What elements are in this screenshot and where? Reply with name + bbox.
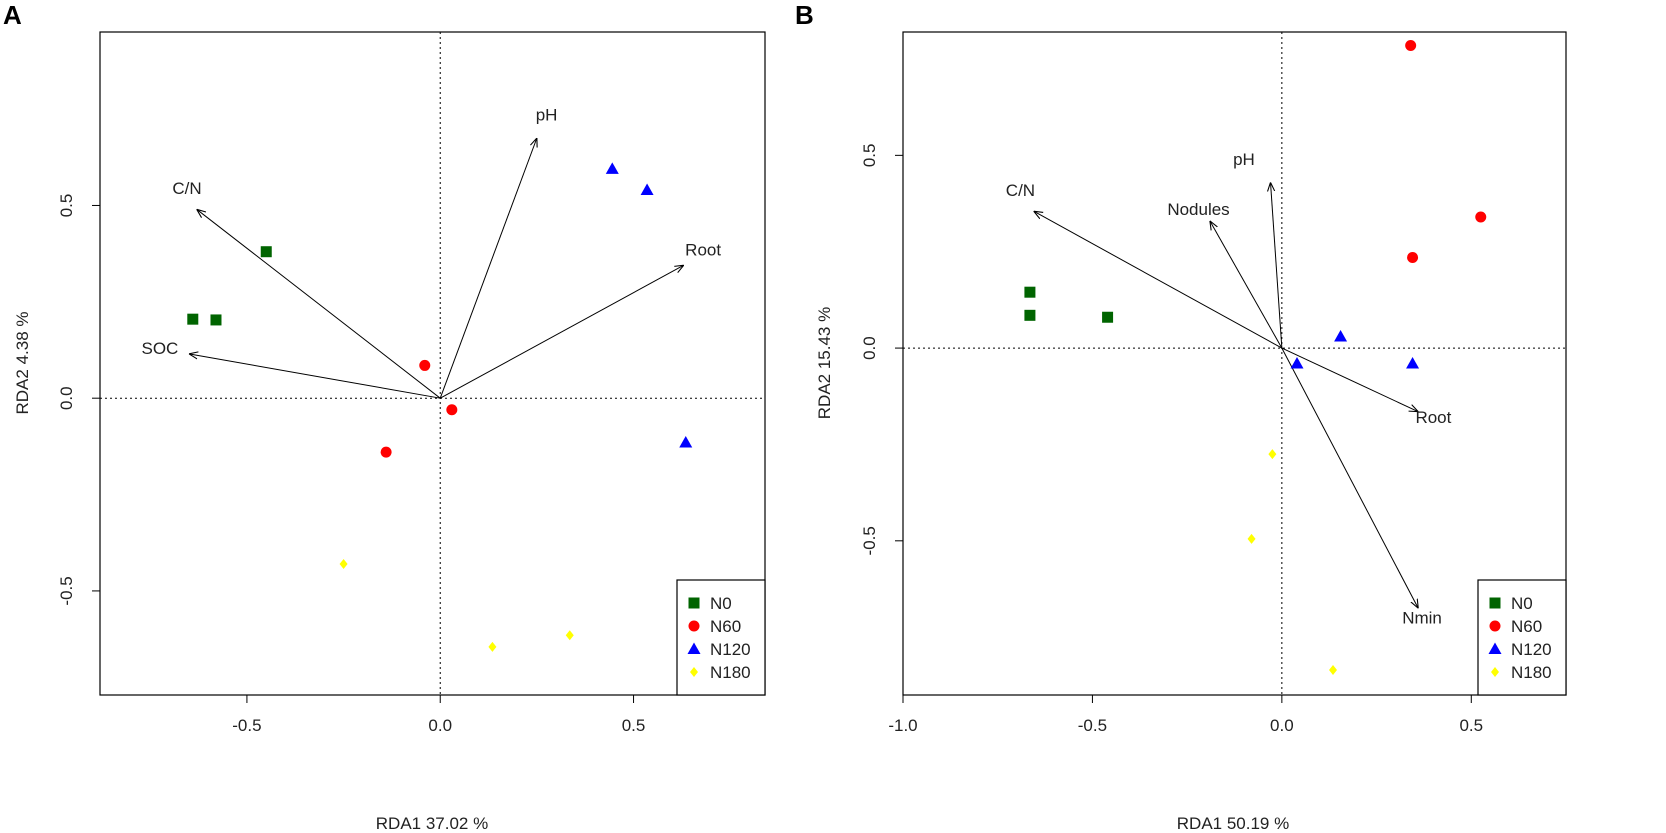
panel-b-arrow-label-ph: pH — [1233, 150, 1255, 169]
panel-a-arrow-c-n — [197, 209, 441, 399]
panel-b-arrow-label-nodules: Nodules — [1167, 200, 1229, 219]
panel-b-legend-symbol-n120 — [1488, 642, 1502, 654]
panel-a-y-tick-label: 0.5 — [57, 194, 76, 218]
panel-b-x-tick-label: 0.5 — [1459, 716, 1483, 735]
panel-b-point-n180 — [1268, 449, 1277, 460]
panel-a-x-tick-label: 0.0 — [428, 716, 452, 735]
panel-b-arrow-label-root: Root — [1415, 408, 1451, 427]
panel-a-legend-label-n60: N60 — [710, 617, 741, 636]
panel-a-point-n120 — [605, 162, 619, 174]
panel-b-point-n120 — [1290, 357, 1304, 369]
panel-a-x-tick-label: -0.5 — [232, 716, 261, 735]
panel-b-plot-frame — [902, 31, 1567, 696]
panel-b-legend-label-n180: N180 — [1511, 663, 1552, 682]
panel-b: B -1.0 -0.5 0.0 0.5 -0.5 0.0 0.5 RDA1 50.19 % RDA… — [795, 0, 1567, 833]
panel-b-point-n0 — [1024, 286, 1036, 298]
panel-b-arrow-ph — [1270, 182, 1283, 349]
panel-a-legend-label-n180: N180 — [710, 663, 751, 682]
panel-a-y-axis-title: RDA2 4.38 % — [13, 312, 32, 415]
panel-b-legend-label-n60: N60 — [1511, 617, 1542, 636]
panel-b-point-n60 — [1407, 251, 1419, 263]
panel-a-point-n180 — [565, 630, 574, 641]
panel-a-arrow-ph — [439, 138, 537, 399]
panel-a-point-n180 — [339, 558, 348, 569]
panel-b-y-tick-label: -0.5 — [860, 526, 879, 555]
panel-b-x-tick-label: -1.0 — [888, 716, 917, 735]
panel-b-label: B — [795, 0, 814, 30]
panel-a-point-n0 — [210, 314, 222, 326]
panel-a-plot-frame — [99, 31, 766, 696]
panel-a-arrow-label-soc: SOC — [142, 339, 179, 358]
panel-a-legend-symbol-n180 — [690, 667, 698, 677]
panel-a-point-n120 — [679, 436, 693, 448]
panel-b-arrow-label-c-n: C/N — [1006, 181, 1035, 200]
panel-a-label: A — [3, 0, 22, 30]
panel-a-y-tick-label: -0.5 — [57, 576, 76, 605]
panel-b-x-axis-title: RDA1 50.19 % — [1177, 814, 1289, 833]
panel-b-legend-frame — [1477, 579, 1567, 696]
panel-b-point-n60 — [1475, 211, 1487, 223]
panel-a-legend-label-n0: N0 — [710, 594, 732, 613]
panel-a-point-n0 — [260, 246, 272, 258]
panel-b-legend-symbol-n0 — [1489, 597, 1501, 609]
panel-b-point-n120 — [1406, 357, 1420, 369]
panel-a-legend-frame — [676, 579, 766, 696]
panel-a-arrow-soc — [189, 354, 441, 399]
panel-b-y-tick-label: 0.0 — [860, 336, 879, 360]
panel-b-arrow-nodules — [1210, 221, 1283, 349]
panel-b-legend-symbol-n60 — [1489, 620, 1501, 632]
panel-a: A -0.5 0.0 0.5 -0.5 0.0 0.5 RDA1 37.02 % RDA2 4.… — [3, 0, 766, 833]
panel-a-legend-symbol-n0 — [688, 597, 700, 609]
panel-a-arrow-label-ph: pH — [536, 106, 558, 125]
panel-b-arrow-root — [1281, 347, 1418, 412]
panel-a-y-tick-label: 0.0 — [57, 386, 76, 410]
panel-b-point-n120 — [1334, 330, 1348, 342]
panel-a-point-n60 — [446, 404, 458, 416]
panel-b-arrow-nmin — [1281, 347, 1418, 608]
panel-b-point-n180 — [1329, 664, 1338, 675]
panel-a-legend-symbol-n60 — [688, 620, 700, 632]
panel-a-point-n0 — [187, 313, 199, 325]
panel-a-arrow-label-c-n: C/N — [172, 179, 201, 198]
panel-b-legend-label-n120: N120 — [1511, 640, 1552, 659]
panel-a-legend-symbol-n120 — [687, 642, 701, 654]
panel-b-legend-label-n0: N0 — [1511, 594, 1533, 613]
panel-b-legend-symbol-n180 — [1491, 667, 1499, 677]
panel-b-x-tick-label: 0.0 — [1270, 716, 1294, 735]
panel-b-x-tick-label: -0.5 — [1078, 716, 1107, 735]
panel-b-arrow-label-nmin: Nmin — [1402, 609, 1442, 628]
panel-a-point-n60 — [419, 359, 431, 371]
panel-a-point-n60 — [380, 446, 392, 458]
panel-b-point-n180 — [1247, 533, 1256, 544]
panel-b-legend: N0 N60 N120 N180 — [1477, 579, 1567, 696]
panel-a-point-n120 — [640, 183, 654, 196]
panel-a-point-n180 — [488, 641, 497, 652]
panel-a-legend-label-n120: N120 — [710, 640, 751, 659]
panel-b-arrow-c-n — [1034, 211, 1283, 349]
panel-b-y-axis-title: RDA2 15.43 % — [815, 307, 834, 419]
panel-a-x-axis-title: RDA1 37.02 % — [376, 814, 488, 833]
panel-a-legend: N0 N60 N120 N180 — [676, 579, 766, 696]
panel-a-x-tick-label: 0.5 — [622, 716, 646, 735]
panel-a-arrow-root — [439, 265, 684, 399]
panel-b-point-n60 — [1405, 39, 1417, 51]
panel-b-point-n0 — [1102, 311, 1114, 323]
panel-b-y-tick-label: 0.5 — [860, 144, 879, 168]
panel-b-point-n0 — [1024, 309, 1036, 321]
panel-a-arrow-label-root: Root — [685, 241, 721, 260]
